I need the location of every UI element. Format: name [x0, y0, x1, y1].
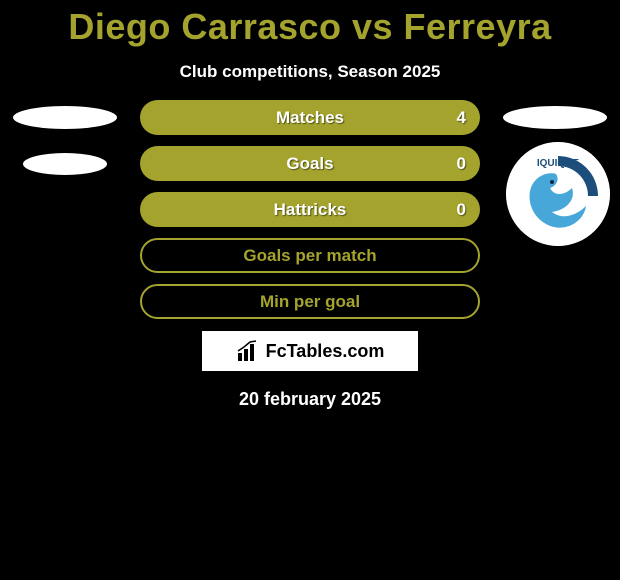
stat-right-value: 4: [457, 108, 466, 128]
dragon-crest-icon: IQUIQUE: [506, 142, 610, 246]
stat-row: Min per goal: [0, 284, 620, 319]
left-slot: [10, 146, 120, 181]
bar-chart-icon: [236, 339, 260, 363]
stat-right-value: 0: [457, 200, 466, 220]
stat-right-value: 0: [457, 154, 466, 174]
subtitle: Club competitions, Season 2025: [0, 62, 620, 82]
stat-label: Matches: [140, 108, 480, 128]
stat-row: Matches 4: [0, 100, 620, 135]
stat-bar-goals-per-match: Goals per match: [140, 238, 480, 273]
team-badge-icon: IQUIQUE: [506, 142, 610, 246]
stat-bar-min-per-goal: Min per goal: [140, 284, 480, 319]
badge-text: IQUIQUE: [537, 158, 580, 169]
stat-label: Goals: [140, 154, 480, 174]
team-left-placeholder-icon: [23, 153, 107, 175]
right-slot: [500, 100, 610, 135]
team-right-badge-slot: IQUIQUE: [506, 142, 610, 246]
stat-bar-matches: Matches 4: [140, 100, 480, 135]
stats-block: Matches 4 Goals 0 Hattricks: [0, 100, 620, 319]
stat-label: Min per goal: [142, 292, 478, 312]
right-slot: [500, 284, 610, 319]
player-right-placeholder-icon: [503, 106, 607, 129]
date-text: 20 february 2025: [0, 389, 620, 410]
stat-label: Goals per match: [142, 246, 478, 266]
fctables-logo: FcTables.com: [202, 331, 418, 371]
logo-text: FcTables.com: [266, 341, 385, 362]
left-slot: [10, 238, 120, 273]
left-slot: [10, 100, 120, 135]
stat-label: Hattricks: [140, 200, 480, 220]
page-title: Diego Carrasco vs Ferreyra: [0, 0, 620, 48]
player-left-placeholder-icon: [13, 106, 117, 129]
left-slot: [10, 192, 120, 227]
left-slot: [10, 284, 120, 319]
stat-bar-goals: Goals 0: [140, 146, 480, 181]
stat-bar-hattricks: Hattricks 0: [140, 192, 480, 227]
